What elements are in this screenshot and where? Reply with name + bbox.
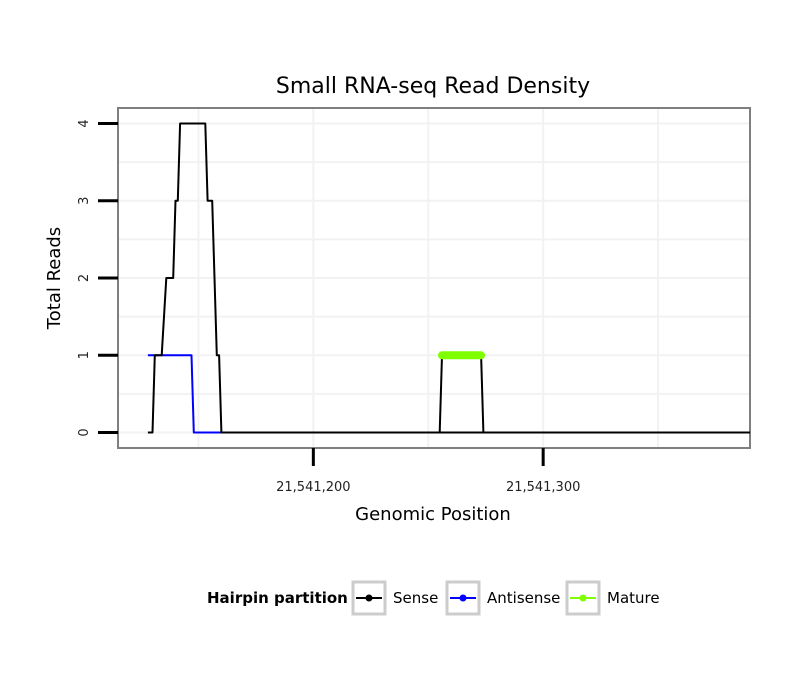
legend-key-sense <box>351 580 387 616</box>
x-axis-title: Genomic Position <box>355 504 511 525</box>
legend-key-antisense <box>445 580 481 616</box>
legend-label-antisense: Antisense <box>487 589 560 607</box>
x-axis-ticks: 21,541,200 21,541,300 <box>276 448 580 495</box>
x-tick-label: 21,541,200 <box>276 480 350 495</box>
legend-key-mature <box>565 580 601 616</box>
y-tick-label: 4 <box>77 119 92 127</box>
y-tick-label: 0 <box>77 428 92 436</box>
y-tick-label: 3 <box>77 197 92 205</box>
legend-title: Hairpin partition <box>207 589 348 607</box>
chart-title: Small RNA-seq Read Density <box>276 74 590 99</box>
y-tick-label: 1 <box>77 351 92 359</box>
series-lines <box>147 122 750 434</box>
y-axis-title: Total Reads <box>44 227 65 330</box>
series-line-sense <box>147 122 750 434</box>
legend: Hairpin partition Sense Antisense Mature <box>207 580 660 616</box>
y-axis-ticks: 0 1 2 3 4 <box>77 119 118 437</box>
legend-label-mature: Mature <box>607 589 660 607</box>
y-tick-label: 2 <box>77 274 92 282</box>
legend-label-sense: Sense <box>393 589 438 607</box>
x-tick-label: 21,541,300 <box>506 480 580 495</box>
